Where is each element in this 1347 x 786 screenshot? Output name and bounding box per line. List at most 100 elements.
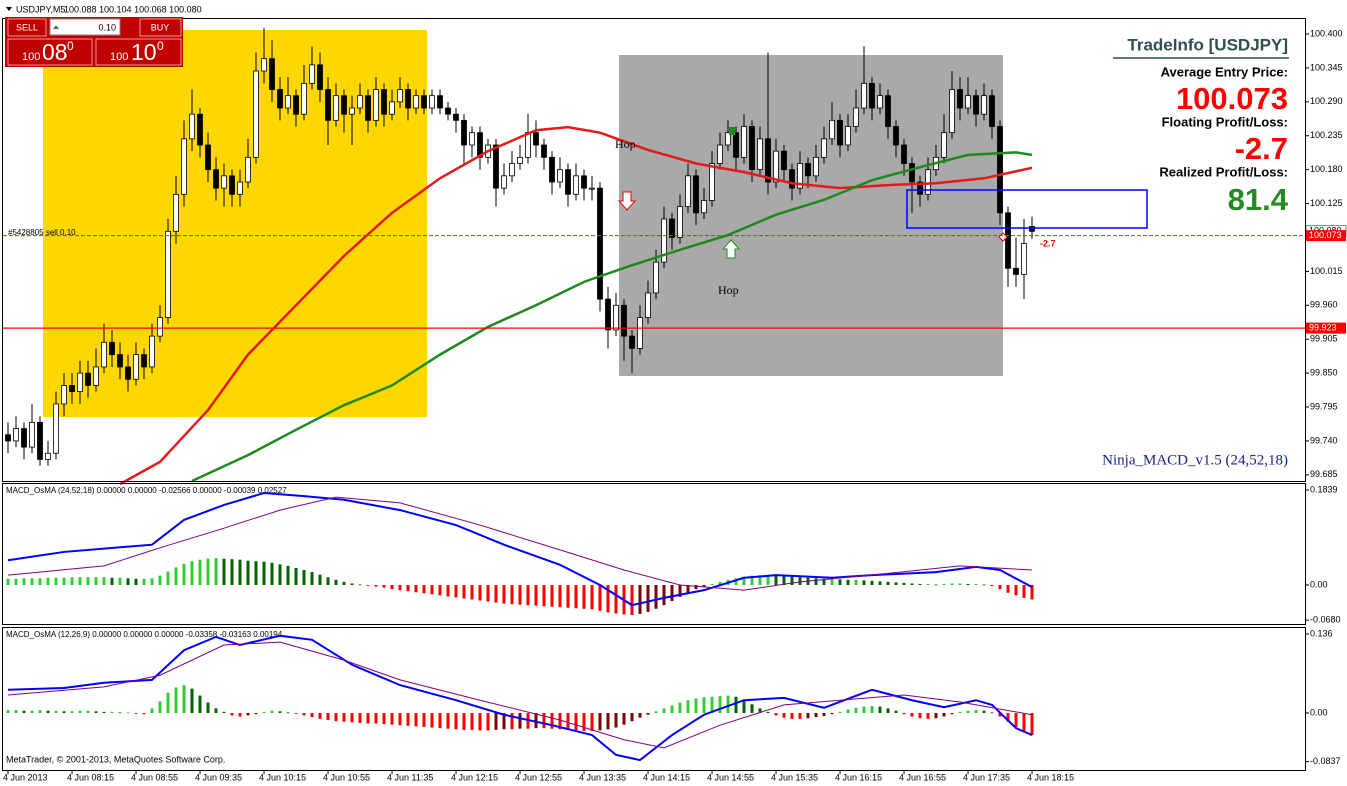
histogram-bar <box>446 713 450 729</box>
histogram-bar <box>150 708 154 714</box>
x-tick-label: 4 Jun 14:55 <box>707 772 754 782</box>
x-tick-label: 4 Jun 14:15 <box>643 772 690 782</box>
candle-body <box>525 132 531 158</box>
price-tag-label: 100.073 <box>1309 230 1342 240</box>
histogram-bar <box>142 578 146 585</box>
lot-value[interactable]: 0.10 <box>98 22 116 32</box>
candle-body <box>237 181 243 195</box>
candle-body <box>53 403 59 454</box>
symbol: USDJPY,M5 <box>16 4 65 14</box>
candle-body <box>229 175 235 195</box>
candle-body <box>421 95 427 109</box>
sell-label[interactable]: SELL <box>16 22 38 32</box>
histogram-bar <box>174 567 178 585</box>
candle-body <box>189 113 195 140</box>
candle-body <box>861 82 867 109</box>
histogram-bar <box>334 579 338 585</box>
histogram-bar <box>214 558 218 585</box>
candle-body <box>693 175 699 214</box>
candle-body <box>197 113 203 146</box>
histogram-bar <box>30 710 34 714</box>
y-tick-label: 0.136 <box>1310 628 1333 638</box>
y-tick-label: -0.0837 <box>1310 756 1341 766</box>
menu-icon[interactable] <box>6 7 12 11</box>
histogram-bar <box>406 584 410 592</box>
histogram-bar <box>182 563 186 585</box>
histogram-bar <box>838 711 842 714</box>
candle-body <box>125 366 131 380</box>
candle-body <box>149 335 155 368</box>
sell-price-box[interactable] <box>7 38 93 66</box>
histogram-bar <box>694 584 698 590</box>
candle-body <box>501 175 507 189</box>
histogram-bar <box>886 581 890 585</box>
info-label: Realized Profit/Loss: <box>1159 164 1288 179</box>
histogram-bar <box>486 584 490 602</box>
buy-label[interactable]: BUY <box>151 22 170 32</box>
histogram-bar <box>142 713 146 715</box>
histogram-bar <box>814 713 818 718</box>
histogram-bar <box>598 584 602 611</box>
macd-frame <box>2 483 1306 625</box>
x-tick-label: 4 Jun 18:15 <box>1027 772 1074 782</box>
histogram-bar <box>462 584 466 599</box>
histogram-bar <box>774 713 778 716</box>
histogram-bar <box>830 578 834 585</box>
candle-body <box>893 126 899 146</box>
candle-body <box>117 354 123 368</box>
histogram-bar <box>38 710 42 714</box>
buy-price-box[interactable] <box>95 38 182 66</box>
histogram-bar <box>342 581 346 585</box>
histogram-bar <box>78 577 82 585</box>
candle-body <box>757 138 763 171</box>
histogram-bar <box>174 687 178 714</box>
histogram-bar <box>222 711 226 714</box>
histogram-bar <box>1030 584 1034 600</box>
x-tick-label: 4 Jun 12:15 <box>451 772 498 782</box>
histogram-bar <box>198 695 202 714</box>
histogram-bar <box>102 711 106 714</box>
histogram-bar <box>606 713 610 730</box>
sell-button[interactable] <box>7 18 47 37</box>
histogram-bar <box>206 558 210 585</box>
histogram-bar <box>558 584 562 608</box>
histogram-bar <box>22 710 26 714</box>
histogram-bar <box>86 710 90 714</box>
histogram-bar <box>278 711 282 714</box>
lot-spinner[interactable] <box>53 25 59 29</box>
histogram-bar <box>998 713 1002 717</box>
zone-box <box>906 189 1148 229</box>
histogram-bar <box>358 584 362 586</box>
histogram-bar <box>62 577 66 585</box>
histogram-bar <box>118 712 122 714</box>
histogram-bar <box>406 713 410 726</box>
candle-body <box>613 304 619 331</box>
histogram-bar <box>534 713 538 729</box>
candle-body <box>549 156 555 183</box>
y-tick-label: 99.685 <box>1310 469 1338 479</box>
histogram-bar <box>374 584 378 587</box>
annotation: Hop <box>615 137 636 151</box>
histogram-bar <box>294 713 298 714</box>
candle-body <box>405 89 411 109</box>
y-tick-label: 99.850 <box>1310 367 1338 377</box>
histogram-bar <box>494 584 498 603</box>
histogram-bar <box>894 710 898 714</box>
histogram-bar <box>6 578 10 585</box>
candle-body <box>773 150 779 183</box>
buy-button[interactable] <box>139 18 182 37</box>
histogram-bar <box>670 705 674 714</box>
histogram-bar <box>614 713 618 728</box>
histogram-bar <box>982 584 986 586</box>
price-sup: 0 <box>157 39 164 53</box>
candle-body <box>557 169 563 183</box>
histogram-bar <box>886 708 890 714</box>
lot-field[interactable] <box>49 18 121 36</box>
candle-body <box>581 175 587 189</box>
price-big: 10 <box>131 39 157 65</box>
candle-body <box>213 169 219 189</box>
x-tick-label: 4 Jun 17:35 <box>963 772 1010 782</box>
histogram-bar <box>158 575 162 585</box>
histogram-bar <box>918 713 922 719</box>
histogram-bar <box>990 712 994 714</box>
